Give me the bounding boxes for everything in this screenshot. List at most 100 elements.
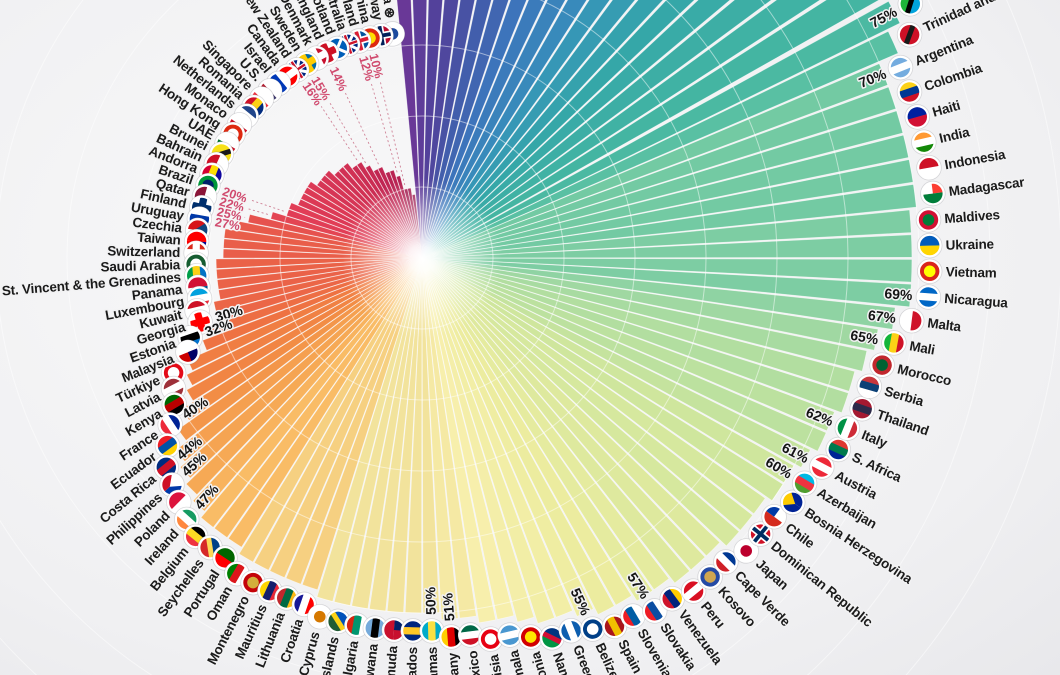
country-flag-icon — [886, 53, 915, 82]
country-flag-icon — [477, 626, 504, 652]
country-wedge — [213, 257, 423, 539]
country-label: Argentina — [913, 32, 976, 69]
country-wedge — [421, 257, 740, 547]
country-flag-icon — [777, 487, 808, 518]
country-flag-icon — [457, 622, 483, 648]
country-label: Malta — [927, 315, 963, 334]
country-wedge — [421, 257, 459, 620]
country-wedge — [421, 257, 615, 615]
country-wedge — [421, 257, 868, 372]
percent-label: 65% — [849, 327, 880, 348]
country-flag-icon — [895, 78, 924, 106]
grid-arc — [0, 0, 848, 675]
grid-arc — [0, 0, 990, 675]
pct-leader-line — [246, 208, 268, 215]
country-wedge — [421, 257, 912, 308]
grid-arc — [208, 44, 636, 472]
country-wedge — [421, 257, 721, 557]
country-label: Serbia — [883, 384, 926, 410]
country-wedge — [421, 257, 913, 283]
country-flag-icon — [639, 595, 670, 627]
country-flag-icon — [855, 372, 883, 400]
country-label: Germany — [445, 652, 464, 675]
country-label: Maldives — [944, 207, 1000, 226]
country-flag-icon — [710, 546, 742, 578]
country-wedge — [396, 0, 423, 259]
country-wedge — [421, 257, 856, 392]
country-label: Indonesia — [943, 147, 1007, 173]
grid-arc — [0, 0, 919, 675]
grid-arc — [137, 0, 707, 543]
country-label: Vietnam — [945, 264, 996, 280]
country-flag-icon — [656, 583, 688, 615]
country-label: Switzerland — [107, 243, 180, 260]
country-label: Botswana — [358, 642, 381, 675]
country-flag-icon — [517, 623, 545, 651]
country-flag-icon — [806, 452, 837, 482]
country-flag-icon — [789, 468, 820, 499]
country-flag-icon — [578, 614, 608, 644]
country-wedge — [421, 0, 772, 259]
country-flag-icon — [899, 308, 925, 334]
country-label: Taiwan — [137, 230, 182, 248]
country-wedge — [421, 234, 913, 259]
country-wedge — [421, 0, 492, 259]
country-wedge — [421, 209, 912, 259]
country-wedge — [200, 257, 423, 528]
country-wedge — [421, 257, 670, 591]
country-wedge — [421, 30, 899, 259]
percent-label: 50% — [422, 586, 439, 615]
country-flag-icon — [910, 129, 937, 156]
country-flag-icon — [833, 413, 862, 443]
country-label: India — [938, 124, 972, 146]
country-label: Colombia — [922, 60, 984, 94]
country-wedge — [421, 257, 477, 619]
percent-label: 51% — [439, 592, 457, 622]
country-wedge — [301, 257, 423, 591]
country-wedge — [421, 257, 835, 432]
country-label: Haiti — [931, 98, 962, 120]
country-label: Mexico — [465, 650, 486, 675]
country-flag-icon — [617, 601, 648, 632]
country-wedge — [421, 257, 766, 515]
percent-label: 69% — [884, 285, 914, 303]
country-wedge — [421, 0, 566, 259]
country-wedge — [421, 0, 636, 259]
country-label: Barbados — [404, 647, 420, 675]
country-label: Bahamas — [425, 647, 442, 675]
pct-leader-line — [328, 101, 366, 164]
country-wedge — [412, 0, 428, 259]
pct-leader-line — [379, 80, 406, 186]
country-wedge — [421, 257, 633, 606]
country-wedge — [192, 257, 423, 512]
country-wedge — [421, 257, 706, 571]
country-label: Ukraine — [946, 237, 995, 253]
country-wedge — [269, 257, 423, 578]
country-label: Italy — [859, 427, 889, 451]
country-wedge — [421, 257, 497, 624]
country-wedge — [421, 0, 664, 259]
country-flag-icon — [920, 180, 946, 207]
country-flag-icon — [916, 154, 942, 181]
country-wedge — [421, 257, 573, 618]
center-glow — [342, 178, 502, 338]
grid-arc — [66, 0, 778, 614]
country-wedge — [421, 257, 754, 531]
pct-leader-line — [249, 199, 284, 212]
country-flag-icon — [895, 20, 925, 50]
country-wedge — [421, 257, 849, 413]
country-wedge — [285, 257, 423, 585]
country-label: Bulgaria — [337, 639, 361, 675]
country-wedge — [421, 257, 594, 617]
country-label: Nicaragua — [944, 291, 1009, 311]
country-label: Mali — [908, 338, 936, 357]
country-flag-icon — [917, 258, 943, 284]
country-label: Trinidad and Tobago — [921, 0, 1044, 35]
country-wedge — [421, 257, 811, 468]
country-wedge — [421, 0, 459, 259]
country-wedge — [421, 0, 476, 259]
country-label: Saudi Arabia — [100, 257, 181, 274]
country-wedge — [185, 257, 423, 496]
country-flag-icon — [915, 284, 942, 310]
